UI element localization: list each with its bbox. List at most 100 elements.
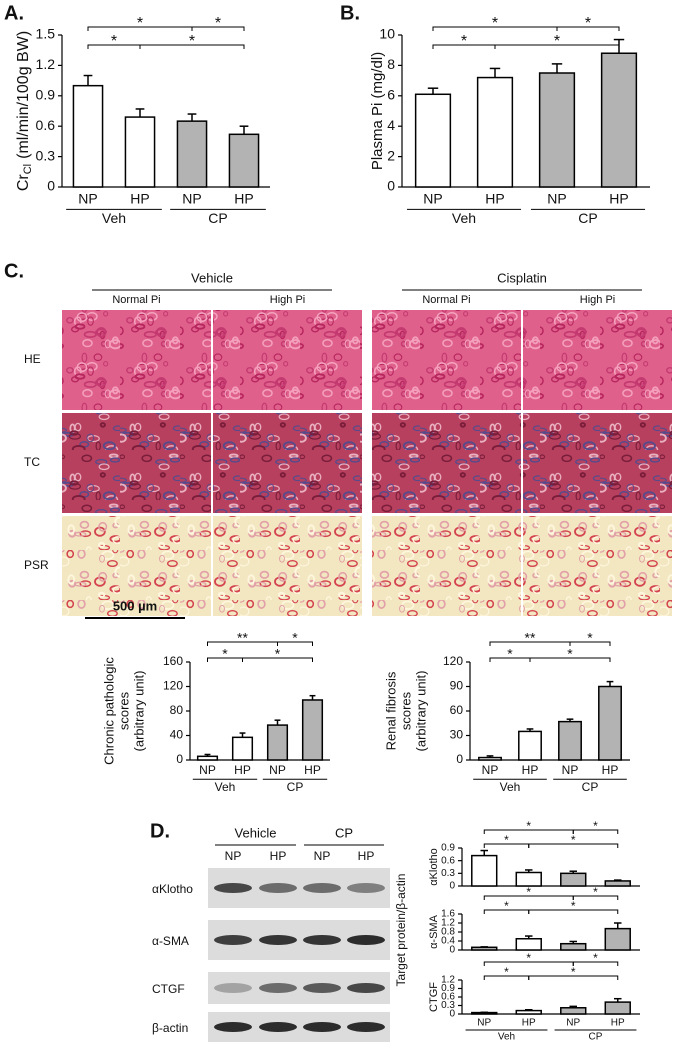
- bar: [476, 76, 514, 188]
- blot-band: [259, 935, 297, 945]
- significance-label: *: [507, 646, 513, 662]
- blot-row: αKlotho: [152, 882, 193, 896]
- histology-row: PSR: [24, 558, 49, 572]
- significance-label: *: [585, 15, 591, 32]
- significance-bracket: [494, 44, 620, 49]
- group-label: Veh: [102, 210, 126, 226]
- blot-band: [347, 1022, 385, 1032]
- y-tick-label: 0.6: [36, 117, 56, 133]
- y-tick-label: 0: [176, 752, 183, 766]
- histology-image: [523, 413, 672, 513]
- histology-image: [372, 413, 521, 513]
- y-tick-label: 30: [450, 728, 464, 742]
- significance-label: *: [461, 33, 467, 50]
- blot-band: [347, 983, 385, 993]
- panel-label: D.: [150, 820, 170, 842]
- y-tick-label: 0.4: [441, 936, 455, 947]
- significance-label: *: [593, 951, 598, 965]
- histology-image: [372, 516, 521, 616]
- significance-label: *: [593, 885, 598, 899]
- blot-band: [303, 983, 341, 993]
- y-tick-label: 80: [170, 703, 184, 717]
- scale-bar-label: 500 µm: [113, 598, 157, 613]
- bar: [515, 1009, 542, 1015]
- blot-band: [214, 983, 252, 993]
- x-tick-label: NP: [78, 190, 97, 206]
- bar: [600, 52, 638, 188]
- significance-label: *: [571, 965, 576, 979]
- histology-group: Cisplatin: [497, 270, 547, 285]
- y-tick-label: 1.6: [441, 909, 455, 920]
- x-tick-label: HP: [522, 1018, 536, 1029]
- y-tick-label: 0: [449, 1009, 455, 1020]
- panel-label: B.: [340, 2, 360, 24]
- bar: [604, 880, 631, 887]
- histology-image: [62, 310, 211, 410]
- blot-band: [214, 1022, 252, 1032]
- significance-label: *: [567, 646, 573, 662]
- y-tick-label: 4: [387, 117, 395, 133]
- histology-column: Normal Pi: [112, 294, 160, 306]
- group-label: CP: [208, 210, 227, 226]
- y-axis-label: αKlotho: [428, 848, 440, 886]
- significance-label: **: [237, 630, 248, 646]
- significance-label: *: [504, 833, 509, 847]
- x-tick-label: HP: [304, 763, 321, 777]
- histology-image: [62, 413, 211, 513]
- bar: [471, 1011, 498, 1015]
- bar: [301, 699, 324, 761]
- bar: [558, 720, 582, 761]
- significance-bracket: [529, 657, 611, 662]
- significance-label: *: [504, 899, 509, 913]
- blot-band: [259, 1022, 297, 1032]
- x-tick-label: HP: [522, 763, 539, 777]
- y-axis-label-main: Cr: [15, 174, 32, 192]
- bar: [604, 927, 631, 951]
- significance-label: *: [526, 819, 531, 833]
- blot-band: [303, 935, 341, 945]
- histology-group: Vehicle: [191, 270, 233, 285]
- y-tick-label: 0.3: [441, 868, 455, 879]
- bar: [471, 854, 498, 887]
- x-tick-label: NP: [547, 190, 566, 206]
- y-tick-label: 0.6: [441, 992, 455, 1003]
- group-label: CP: [589, 1032, 603, 1043]
- y-tick-label: 0: [47, 178, 55, 194]
- bar: [478, 756, 502, 761]
- significance-bracket: [572, 829, 619, 834]
- x-tick-label: HP: [485, 190, 504, 206]
- histology-image: [213, 516, 362, 616]
- panel-label: A.: [4, 2, 24, 24]
- histology-row: HE: [24, 352, 41, 366]
- bar: [72, 84, 104, 188]
- significance-bracket: [556, 26, 620, 31]
- y-axis-label: scores: [116, 691, 131, 730]
- significance-bracket: [572, 961, 619, 966]
- y-tick-label: 0.3: [441, 1000, 455, 1011]
- blot-group: Vehicle: [235, 825, 277, 840]
- bar: [196, 755, 219, 761]
- y-tick-label: 8: [387, 56, 395, 72]
- y-tick-label: 0.3: [36, 147, 56, 163]
- significance-bracket: [569, 641, 611, 646]
- histology-row: TC: [24, 455, 40, 469]
- y-tick-label: 0: [456, 752, 463, 766]
- y-tick-label: 1.2: [441, 975, 455, 986]
- y-axis-label: Renal fibrosis: [383, 671, 398, 750]
- bar: [598, 685, 622, 761]
- y-tick-label: 0: [449, 945, 455, 956]
- y-tick-label: 0.6: [441, 855, 455, 866]
- group-label: Veh: [498, 1032, 515, 1043]
- x-tick-label: NP: [566, 1018, 580, 1029]
- group-label: Veh: [215, 780, 236, 794]
- blot-row: CTGF: [152, 982, 185, 996]
- x-tick-label: HP: [130, 190, 149, 206]
- bar: [266, 724, 289, 761]
- significance-label: *: [504, 965, 509, 979]
- blot-band: [214, 883, 252, 893]
- y-tick-label: 1.2: [36, 56, 56, 72]
- bar: [518, 730, 542, 761]
- bar: [515, 871, 542, 887]
- blot-band: [259, 883, 297, 893]
- y-axis-label: CTGF: [428, 982, 440, 1012]
